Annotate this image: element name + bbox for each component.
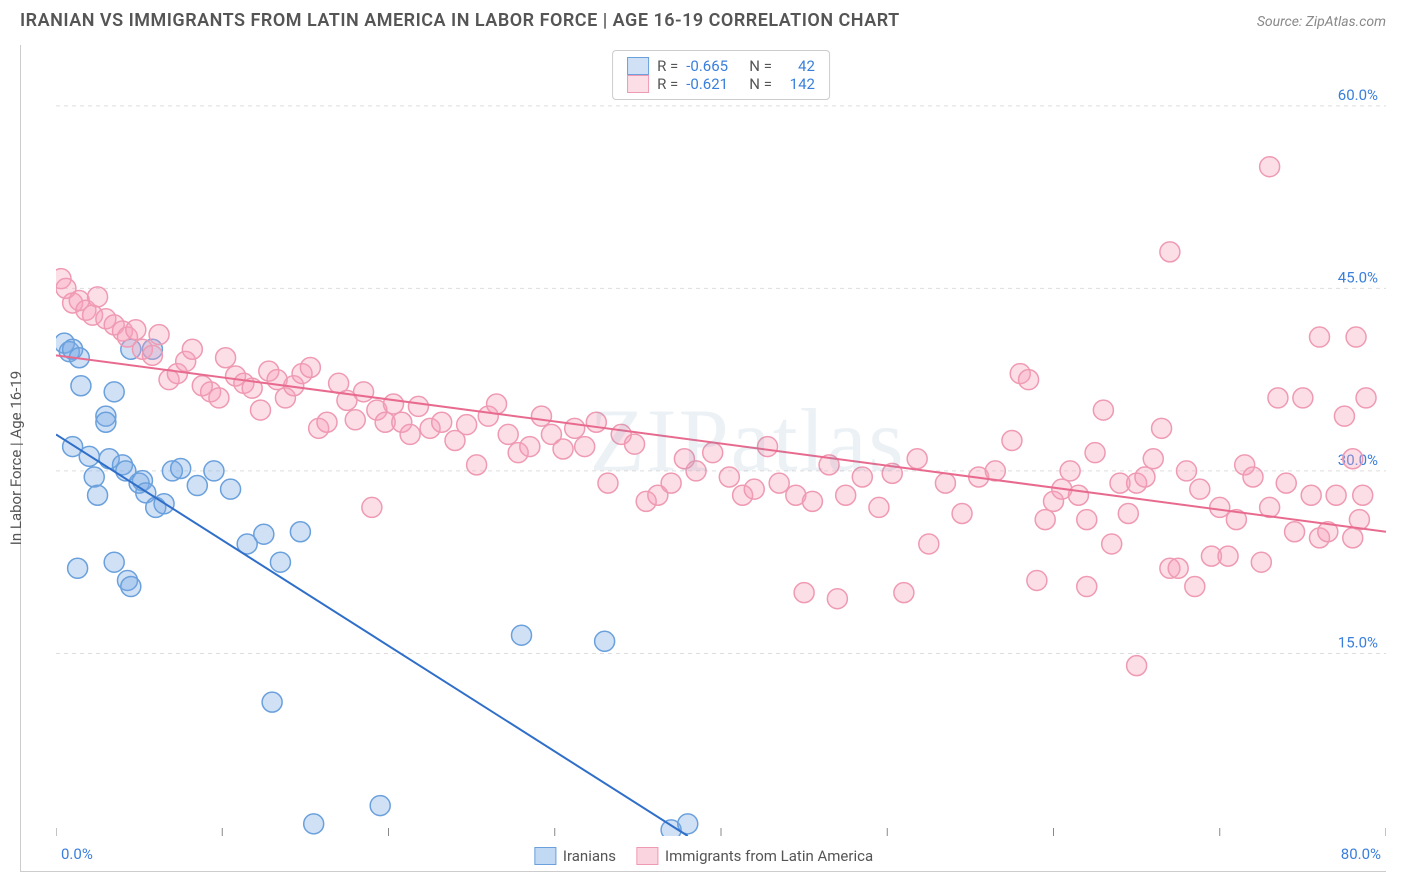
legend-row-series-1: R = -0.665 N = 42: [627, 57, 815, 75]
n-value-2: 142: [780, 75, 815, 93]
chart-container: In Labor Force | Age 16-19 15.0%30.0%45.…: [20, 45, 1386, 872]
x-axis-min-label: 0.0%: [61, 845, 93, 863]
plot-area: 15.0%30.0%45.0%60.0% ZIPatlas R = -0.665…: [56, 45, 1386, 836]
x-axis-max-label: 80.0%: [1341, 845, 1381, 863]
n-label: N =: [749, 57, 772, 75]
svg-text:45.0%: 45.0%: [1338, 268, 1378, 286]
legend-item-2: Immigrants from Latin America: [636, 847, 873, 865]
legend-label-2: Immigrants from Latin America: [665, 847, 873, 865]
r-label: R =: [657, 57, 678, 75]
series-legend: Iranians Immigrants from Latin America: [534, 847, 873, 865]
legend-label-1: Iranians: [563, 847, 616, 865]
r-label: R =: [657, 75, 678, 93]
legend-row-series-2: R = -0.621 N = 142: [627, 75, 815, 93]
source-attribution: Source: ZipAtlas.com: [1257, 14, 1386, 30]
legend-bottom-swatch-1: [534, 847, 556, 865]
r-value-1: -0.665: [686, 57, 741, 75]
y-axis-label: In Labor Force | Age 16-19: [7, 371, 25, 545]
legend-swatch-1: [627, 57, 649, 75]
correlation-legend: R = -0.665 N = 42 R = -0.621 N = 142: [612, 50, 830, 100]
n-value-1: 42: [780, 57, 815, 75]
scatter-chart: 15.0%30.0%45.0%60.0%: [56, 45, 1386, 836]
n-label: N =: [749, 75, 772, 93]
legend-swatch-2: [627, 75, 649, 93]
legend-bottom-swatch-2: [636, 847, 658, 865]
chart-title: IRANIAN VS IMMIGRANTS FROM LATIN AMERICA…: [20, 10, 900, 31]
legend-item-1: Iranians: [534, 847, 616, 865]
svg-text:60.0%: 60.0%: [1338, 86, 1378, 104]
r-value-2: -0.621: [686, 75, 741, 93]
svg-text:15.0%: 15.0%: [1338, 633, 1378, 651]
